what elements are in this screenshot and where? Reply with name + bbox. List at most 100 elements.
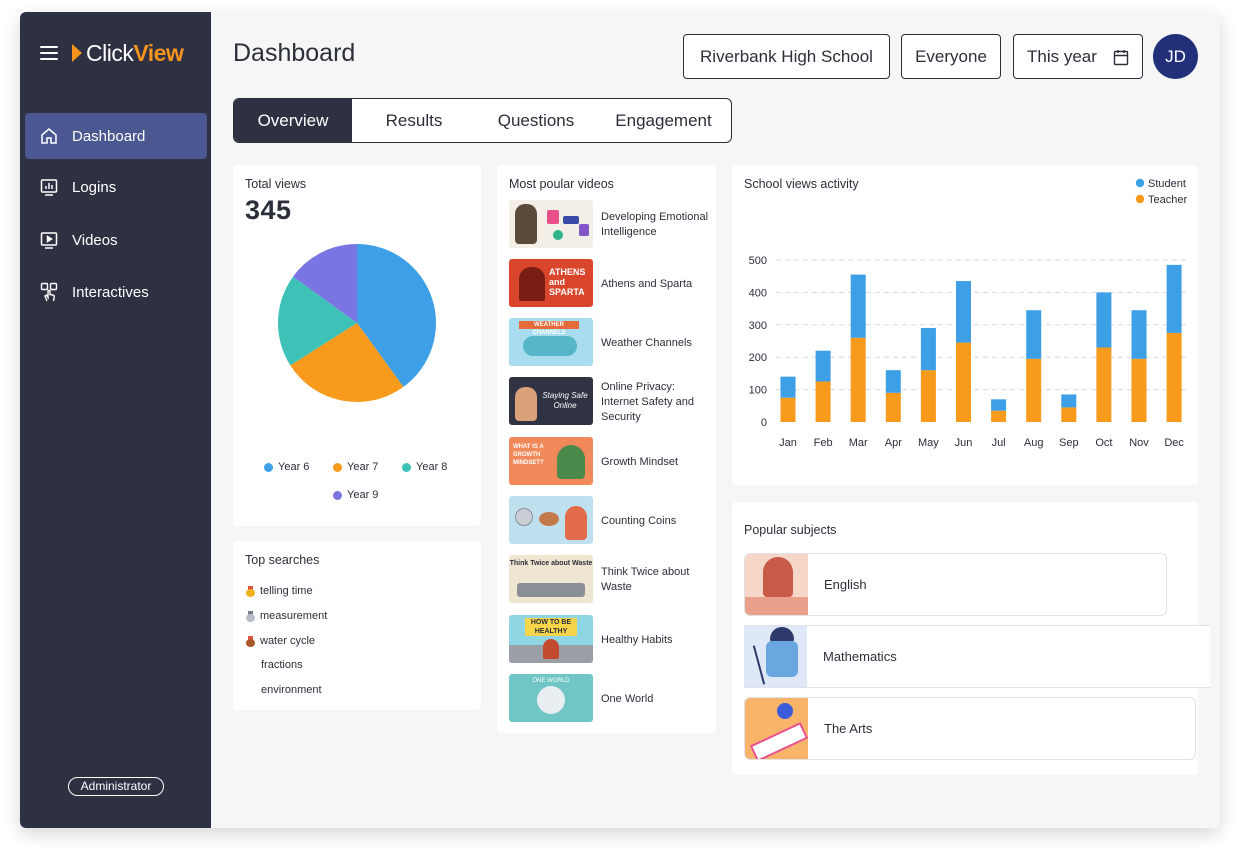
popular-subjects-card: Popular subjects English Mathematics The… xyxy=(732,502,1210,775)
tab-questions[interactable]: Questions xyxy=(476,99,596,142)
tab-results[interactable]: Results xyxy=(352,99,476,142)
school-selector-label: Riverbank High School xyxy=(700,46,873,66)
sidebar-item-videos[interactable]: Videos xyxy=(25,217,207,263)
audience-selector[interactable]: Everyone xyxy=(901,34,1001,79)
legend-dot xyxy=(333,462,342,472)
bar-teacher-dec xyxy=(1166,332,1182,422)
video-thumbnail xyxy=(509,200,593,248)
video-title: Healthy Habits xyxy=(601,633,673,646)
video-title: Weather Channels xyxy=(601,336,692,349)
role-badge: Administrator xyxy=(68,777,164,796)
silver-medal-icon xyxy=(246,610,255,622)
video-item[interactable]: HOW TO BE HEALTHY Healthy Habits xyxy=(509,615,709,665)
bar-student-oct xyxy=(1096,292,1112,348)
video-item[interactable]: Staying Safe Online Online Privacy: Inte… xyxy=(509,377,709,427)
thumbnail-text: HOW TO BE HEALTHY xyxy=(525,618,577,636)
subject-the-arts[interactable]: The Arts xyxy=(744,697,1196,760)
gold-medal-icon xyxy=(246,585,255,597)
video-title: Growth Mindset xyxy=(601,455,679,468)
total-views-card: Total views 345 Year 6 Year 7 Year 8 Yea… xyxy=(233,165,481,526)
card-title: School views activity xyxy=(744,177,859,191)
legend-label: Year 7 xyxy=(347,461,379,473)
play-screen-icon xyxy=(40,232,58,249)
period-selector[interactable]: This year xyxy=(1013,34,1143,79)
legend-dot xyxy=(264,462,273,472)
audience-selector-label: Everyone xyxy=(915,46,987,66)
subject-english[interactable]: English xyxy=(744,553,1167,616)
search-item[interactable]: fractions xyxy=(261,659,303,671)
y-tick-label: 400 xyxy=(749,287,767,299)
legend-label-student: Student xyxy=(1148,178,1186,190)
legend-dot-student xyxy=(1135,178,1145,188)
video-item[interactable]: ONE WORLD One World xyxy=(509,674,709,724)
school-selector[interactable]: Riverbank High School xyxy=(683,34,890,79)
search-item[interactable]: measurement xyxy=(246,610,327,622)
sidebar-item-label: Dashboard xyxy=(72,127,146,145)
search-term: telling time xyxy=(260,585,313,597)
clickview-logo[interactable]: Click View xyxy=(72,38,184,68)
thumbnail-text: Staying Safe Online xyxy=(542,391,588,410)
legend-dot xyxy=(333,490,342,500)
thumbnail-text: WHAT IS A GROWTH MINDSET? xyxy=(513,444,544,466)
calendar-icon xyxy=(1113,50,1129,66)
pie-slice-year-8 xyxy=(278,276,357,366)
x-tick-label: Sep xyxy=(1059,437,1079,449)
video-thumbnail: HOW TO BE HEALTHY xyxy=(509,615,593,663)
bar-student-mar xyxy=(850,274,866,338)
video-item[interactable]: Developing Emotional Intelligence xyxy=(509,200,709,250)
x-tick-label: Feb xyxy=(814,437,833,449)
pie-slice-year-9 xyxy=(293,244,357,323)
search-item[interactable]: environment xyxy=(261,684,322,696)
thumbnail-text: Think Twice about Waste xyxy=(509,560,593,567)
bar-teacher-jun xyxy=(956,342,971,422)
thumbnail-text: ATHENS and SPARTA xyxy=(549,267,586,297)
avatar-initials: JD xyxy=(1165,46,1186,66)
sidebar-item-interactives[interactable]: Interactives xyxy=(25,269,207,315)
period-selector-label: This year xyxy=(1027,46,1097,66)
video-thumbnail: Staying Safe Online xyxy=(509,377,593,425)
bar-teacher-mar xyxy=(850,337,866,422)
video-item[interactable]: Think Twice about Waste Think Twice abou… xyxy=(509,555,709,605)
video-item[interactable]: WHAT IS A GROWTH MINDSET? Growth Mindset xyxy=(509,437,709,487)
hamburger-icon[interactable] xyxy=(40,46,58,60)
video-thumbnail xyxy=(509,496,593,544)
video-item[interactable]: WEATHER CHANNELS Weather Channels xyxy=(509,318,709,368)
sidebar-item-logins[interactable]: Logins xyxy=(25,164,207,210)
bar-teacher-may xyxy=(920,370,936,422)
y-tick-label: 500 xyxy=(749,255,767,267)
y-tick-label: 200 xyxy=(749,352,767,364)
tab-engagement[interactable]: Engagement xyxy=(596,99,731,142)
y-tick-label: 300 xyxy=(749,320,767,332)
pie-chart xyxy=(278,244,436,402)
tab-overview[interactable]: Overview xyxy=(234,99,352,142)
bar-chart: 0 100 200 300 400 500 Jan Feb Mar Apr May Jun Jul Aug… xyxy=(749,178,1188,449)
bar-student-aug xyxy=(1026,310,1042,359)
sidebar-item-dashboard[interactable]: Dashboard xyxy=(25,113,207,159)
thumbnail-text: WEATHER CHANNELS xyxy=(519,321,579,336)
video-title: Developing Emotional Intelligence xyxy=(601,211,709,238)
sidebar-item-label: Logins xyxy=(72,178,117,196)
x-tick-label: Apr xyxy=(885,437,902,449)
popular-videos-card: Most poular videos Developing Emotional … xyxy=(497,165,716,733)
search-item[interactable]: telling time xyxy=(246,585,313,597)
x-tick-label: Nov xyxy=(1129,437,1149,449)
search-term: water cycle xyxy=(260,635,316,647)
video-thumbnail: WEATHER CHANNELS xyxy=(509,318,593,366)
bar-student-jun xyxy=(956,281,971,343)
tab-bar: Overview Results Questions Engagement xyxy=(233,98,732,143)
bar-student-feb xyxy=(815,350,831,382)
bar-teacher-apr xyxy=(885,392,901,422)
video-item[interactable]: ATHENS and SPARTA Athens and Sparta xyxy=(509,259,709,309)
thumbnail-text: ONE WORLD xyxy=(532,678,570,684)
subject-mathematics[interactable]: Mathematics xyxy=(744,625,1210,688)
bar-student-apr xyxy=(885,370,901,393)
avatar[interactable]: JD xyxy=(1153,34,1198,79)
school-views-card: School views activity 0 100 200 300 400 500 Ja… xyxy=(732,165,1198,485)
x-tick-label: Dec xyxy=(1164,437,1184,449)
x-tick-label: Mar xyxy=(849,437,868,449)
video-item[interactable]: Counting Coins xyxy=(509,496,709,546)
card-title: Top searches xyxy=(245,553,320,567)
logo-text-prefix: Click xyxy=(86,39,134,66)
search-item[interactable]: water cycle xyxy=(246,635,315,647)
legend-label: Year 9 xyxy=(347,489,379,501)
